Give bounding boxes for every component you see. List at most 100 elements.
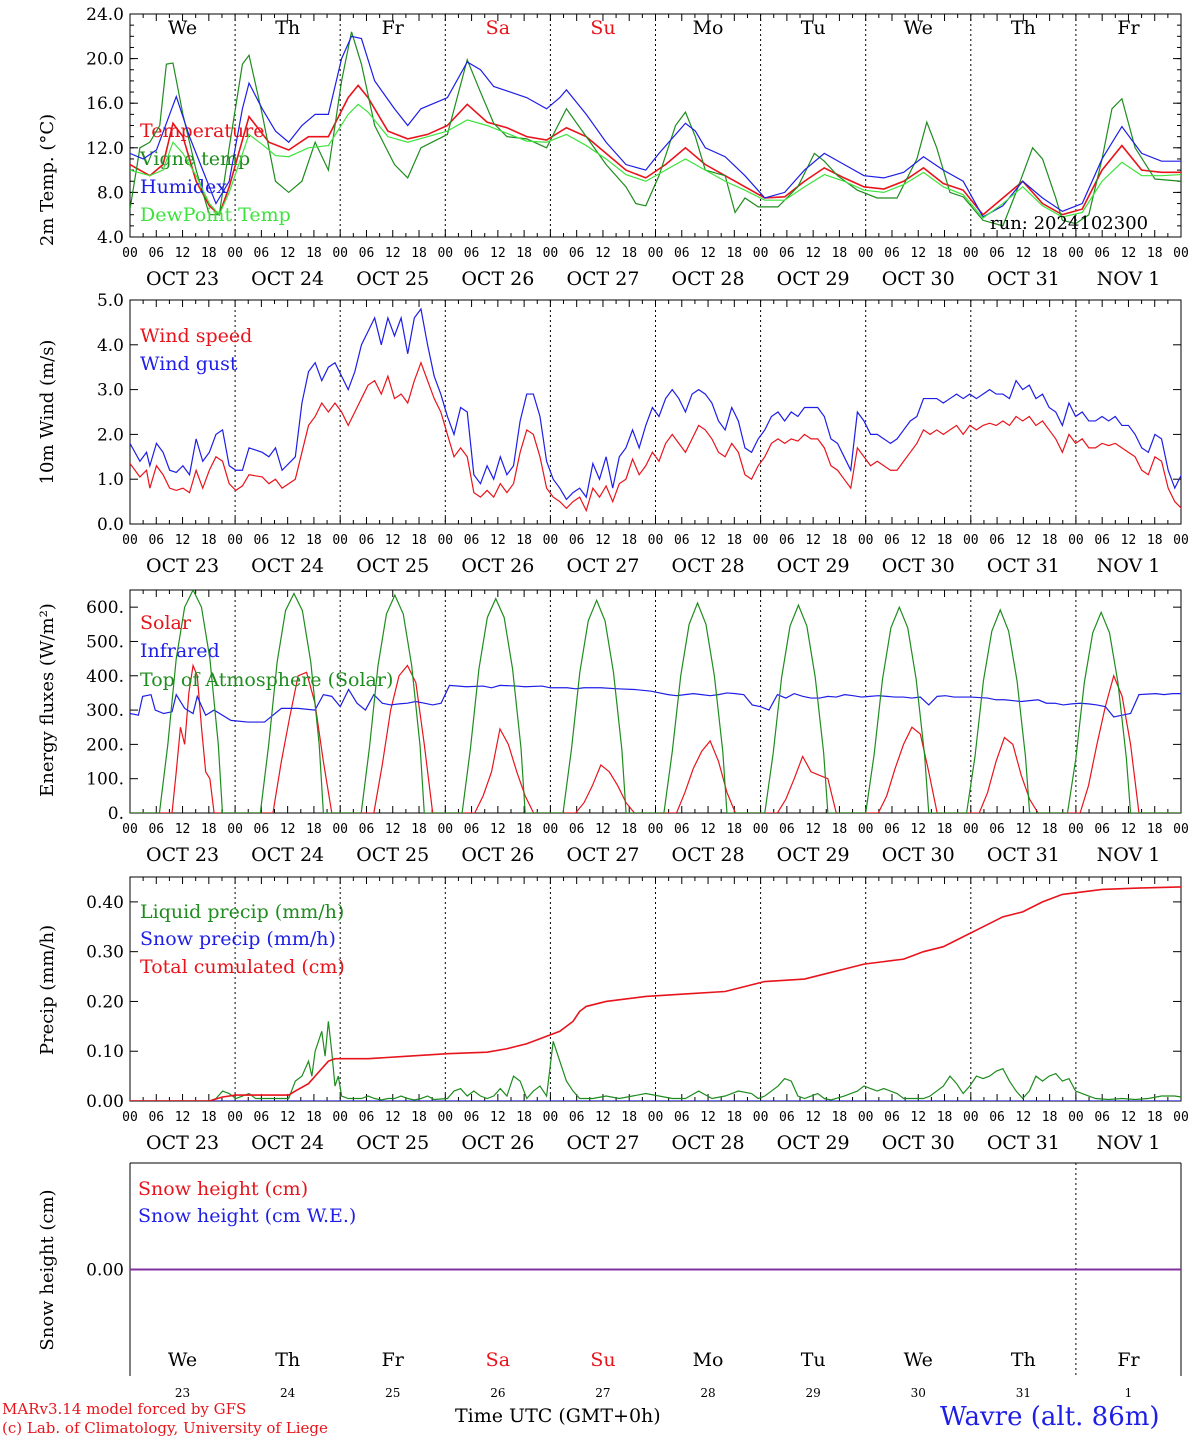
x-date-label: OCT 25 <box>356 555 429 577</box>
x-hour-label: 00 <box>753 822 769 837</box>
x-hour-label: 18 <box>621 246 637 261</box>
series-line <box>130 590 1181 813</box>
x-hour-label: 18 <box>1147 533 1163 548</box>
day-number-label: 28 <box>700 1386 715 1400</box>
y-tick-label: 0.20 <box>86 992 124 1012</box>
y-tick-label: 0.30 <box>86 943 124 963</box>
legend-entry: Top of Atmosphere (Solar) <box>140 669 393 691</box>
weekday-label-bottom: Tu <box>801 1349 826 1371</box>
weekday-label: Sa <box>486 17 510 39</box>
x-hour-label: 18 <box>516 533 532 548</box>
series-line <box>130 35 1181 218</box>
x-hour-label: 06 <box>884 533 900 548</box>
x-hour-label: 06 <box>779 822 795 837</box>
x-hour-label: 12 <box>280 822 296 837</box>
legend-entry: Wind speed <box>140 325 252 347</box>
x-date-label: OCT 25 <box>356 844 429 866</box>
x-hour-label: 00 <box>963 822 979 837</box>
x-date-label: OCT 30 <box>882 1132 955 1154</box>
x-hour-label: 00 <box>1173 246 1189 261</box>
x-hour-label: 12 <box>595 533 611 548</box>
x-hour-label: 00 <box>963 1110 979 1125</box>
x-hour-label: 06 <box>464 822 480 837</box>
x-date-label: OCT 29 <box>777 268 850 290</box>
x-hour-label: 18 <box>726 822 742 837</box>
weekday-label-bottom: Th <box>1011 1349 1036 1371</box>
y-tick-label: 0. <box>108 804 124 824</box>
x-hour-label: 06 <box>359 1110 375 1125</box>
x-hour-label: 06 <box>148 822 164 837</box>
x-hour-label: 00 <box>332 822 348 837</box>
y-axis-label: 10m Wind (m/s) <box>37 340 58 485</box>
x-hour-label: 06 <box>989 533 1005 548</box>
y-axis-label: Precip (mm/h) <box>37 925 58 1055</box>
x-hour-label: 00 <box>858 533 874 548</box>
x-date-label: OCT 31 <box>987 1132 1060 1154</box>
x-date-label: OCT 28 <box>672 844 745 866</box>
x-hour-label: 00 <box>648 246 664 261</box>
x-hour-label: 00 <box>858 246 874 261</box>
x-hour-label: 00 <box>543 822 559 837</box>
x-hour-label: 00 <box>1068 246 1084 261</box>
x-hour-label: 06 <box>569 822 585 837</box>
weekday-label: Fr <box>1117 17 1140 39</box>
y-tick-label: 0.0 <box>97 515 124 535</box>
x-date-label: OCT 31 <box>987 268 1060 290</box>
x-hour-label: 12 <box>805 533 821 548</box>
x-date-label: NOV 1 <box>1097 844 1161 866</box>
x-hour-label: 12 <box>385 533 401 548</box>
x-hour-label: 06 <box>674 246 690 261</box>
y-tick-label: 500. <box>86 632 124 652</box>
legend-entry: Snow height (cm) <box>138 1178 308 1200</box>
x-date-label: OCT 28 <box>672 555 745 577</box>
x-hour-label: 00 <box>963 246 979 261</box>
series-line <box>130 1021 1181 1101</box>
x-hour-label: 12 <box>175 822 191 837</box>
x-hour-label: 12 <box>385 246 401 261</box>
weekday-label: We <box>168 17 197 39</box>
y-axis-label: 2m Temp. (°C) <box>37 114 58 246</box>
y-tick-label: 1.0 <box>97 470 124 490</box>
x-hour-label: 18 <box>832 822 848 837</box>
series-line <box>130 360 1181 513</box>
x-hour-label: 06 <box>148 1110 164 1125</box>
x-hour-label: 00 <box>122 533 138 548</box>
x-hour-label: 06 <box>359 533 375 548</box>
x-hour-label: 00 <box>1173 1110 1189 1125</box>
x-hour-label: 18 <box>832 533 848 548</box>
x-hour-label: 00 <box>437 246 453 261</box>
x-hour-label: 18 <box>621 1110 637 1125</box>
x-hour-label: 12 <box>280 1110 296 1125</box>
day-number-label: 29 <box>806 1386 821 1400</box>
x-hour-label: 00 <box>963 533 979 548</box>
y-tick-label: 0.10 <box>86 1042 124 1062</box>
series-line <box>130 84 1181 217</box>
x-hour-label: 18 <box>306 533 322 548</box>
x-hour-label: 18 <box>306 822 322 837</box>
y-tick-label: 16.0 <box>86 94 124 114</box>
weekday-label: Mo <box>693 17 724 39</box>
x-hour-label: 06 <box>464 246 480 261</box>
y-axis-label: Snow height (cm) <box>37 1189 58 1350</box>
x-hour-label: 18 <box>1042 533 1058 548</box>
x-hour-label: 18 <box>201 246 217 261</box>
x-date-label: OCT 31 <box>987 555 1060 577</box>
y-tick-label: 4.0 <box>97 228 124 248</box>
series-line <box>130 684 1181 723</box>
x-hour-label: 06 <box>989 1110 1005 1125</box>
x-date-label: OCT 26 <box>461 1132 534 1154</box>
x-hour-label: 12 <box>700 1110 716 1125</box>
x-date-label: OCT 29 <box>777 555 850 577</box>
x-hour-label: 00 <box>1068 822 1084 837</box>
x-hour-label: 06 <box>569 246 585 261</box>
x-hour-label: 00 <box>753 533 769 548</box>
x-date-label: OCT 27 <box>566 1132 639 1154</box>
series-line <box>130 103 1181 219</box>
x-hour-label: 18 <box>937 822 953 837</box>
x-hour-label: 00 <box>753 246 769 261</box>
x-hour-label: 00 <box>332 1110 348 1125</box>
x-hour-label: 12 <box>280 246 296 261</box>
weekday-label-bottom: Su <box>590 1349 615 1371</box>
weekday-label-bottom: Sa <box>486 1349 510 1371</box>
